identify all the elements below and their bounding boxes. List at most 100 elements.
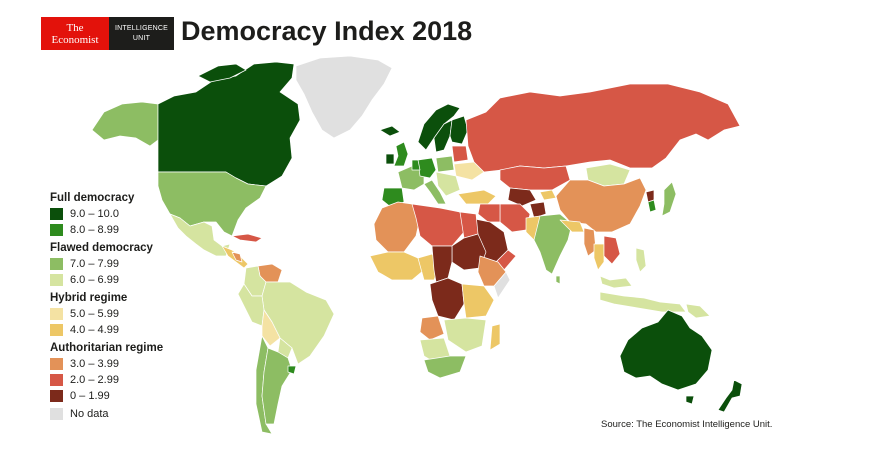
afghanistan <box>529 201 547 219</box>
legend-item: 8.0 – 8.99 <box>50 222 210 238</box>
legend-swatch <box>50 208 63 220</box>
indochina <box>603 235 621 265</box>
mexico <box>169 213 231 257</box>
legend-group-hybrid-regime: Hybrid regime 5.0 – 5.99 4.0 – 4.99 <box>50 292 210 338</box>
benelux <box>411 159 421 171</box>
logo-line-2: Economist <box>51 33 99 46</box>
canada-islands <box>197 63 247 83</box>
myanmar <box>583 227 597 257</box>
zambia-mozambique <box>443 317 487 353</box>
algeria-libya <box>411 203 465 247</box>
ireland <box>385 153 395 165</box>
legend-group-authoritarian-regime: Authoritarian regime 3.0 – 3.99 2.0 – 2.… <box>50 342 210 404</box>
nicaragua <box>231 251 243 263</box>
legend-item: 6.0 – 6.99 <box>50 272 210 288</box>
legend-label: 0 – 1.99 <box>70 390 110 402</box>
legend-item: 2.0 – 2.99 <box>50 372 210 388</box>
bolivia <box>261 309 281 347</box>
legend-label: 3.0 – 3.99 <box>70 358 119 370</box>
legend-group-flawed-democracy: Flawed democracy 7.0 – 7.99 6.0 – 6.99 <box>50 242 210 288</box>
somalia <box>493 271 511 299</box>
central-asia-south <box>507 187 537 207</box>
legend-swatch <box>50 274 63 286</box>
canada <box>157 61 301 187</box>
baltics-belarus <box>451 145 469 163</box>
legend-group-title: Authoritarian regime <box>50 342 164 354</box>
legend-swatch <box>50 358 63 370</box>
legend-label: 4.0 – 4.99 <box>70 324 119 336</box>
drc-congo <box>429 277 465 321</box>
finland <box>449 115 469 145</box>
new-zealand <box>717 379 743 413</box>
legend-swatch <box>50 224 63 236</box>
chad-car <box>431 245 453 283</box>
legend-label: 2.0 – 2.99 <box>70 374 119 386</box>
legend-label: 7.0 – 7.99 <box>70 258 119 270</box>
legend-label: 8.0 – 8.99 <box>70 224 119 236</box>
philippines <box>635 247 647 273</box>
legend-group-full-democracy: Full democracy 9.0 – 10.0 8.0 – 8.99 <box>50 192 210 238</box>
legend-label: 5.0 – 5.99 <box>70 308 119 320</box>
italy <box>423 179 447 205</box>
germany <box>417 157 437 179</box>
alaska <box>91 101 159 147</box>
australia <box>619 309 713 391</box>
legend-swatch <box>50 324 63 336</box>
legend-group-title: Hybrid regime <box>50 292 128 304</box>
east-africa <box>461 283 495 319</box>
south-korea <box>647 199 657 213</box>
argentina <box>261 347 293 425</box>
legend-swatch <box>50 390 63 402</box>
north-africa-west <box>373 201 421 253</box>
iran <box>499 203 531 233</box>
balkans <box>435 171 461 197</box>
economist-logo: The Economist <box>41 17 109 50</box>
source-note: Source: The Economist Intelligence Unit. <box>601 419 773 430</box>
india <box>533 213 573 275</box>
legend-item: 4.0 – 4.99 <box>50 322 210 338</box>
ukraine <box>453 161 485 181</box>
iceland <box>379 125 401 137</box>
intelligence-unit-logo: INTELLIGENCE UNIT <box>109 17 174 50</box>
legend-swatch <box>50 408 63 420</box>
angola <box>419 315 445 341</box>
poland <box>435 155 455 173</box>
legend-item-no-data: No data <box>50 406 210 422</box>
malaysia <box>599 275 633 289</box>
legend-label: 6.0 – 6.99 <box>70 274 119 286</box>
kyrgyzstan <box>539 189 557 201</box>
papua-new-guinea <box>685 303 711 319</box>
logo-unit-line-1: INTELLIGENCE <box>115 24 168 32</box>
economist-eiu-logo: The Economist INTELLIGENCE UNIT <box>41 17 174 50</box>
legend: Full democracy 9.0 – 10.0 8.0 – 8.99 Fla… <box>50 188 210 422</box>
greenland <box>295 55 393 139</box>
uk <box>393 141 409 167</box>
logo-line-1: The <box>66 21 84 34</box>
egypt <box>459 211 479 239</box>
turkey <box>457 189 497 205</box>
uruguay <box>287 365 297 375</box>
usa <box>157 171 267 237</box>
legend-item: 3.0 – 3.99 <box>50 356 210 372</box>
kazakhstan <box>499 165 571 191</box>
west-africa <box>369 251 425 281</box>
nepal-bangladesh <box>559 219 585 233</box>
madagascar <box>489 323 501 351</box>
russia <box>465 83 741 173</box>
legend-item: 9.0 – 10.0 <box>50 206 210 222</box>
legend-label: 9.0 – 10.0 <box>70 208 119 220</box>
tasmania <box>685 395 695 405</box>
legend-item: 0 – 1.99 <box>50 388 210 404</box>
thailand <box>593 243 605 271</box>
cuba <box>231 233 263 243</box>
legend-group-title: Flawed democracy <box>50 242 153 254</box>
norway <box>417 103 461 151</box>
south-africa <box>423 355 467 379</box>
legend-item: 5.0 – 5.99 <box>50 306 210 322</box>
iraq-syria <box>477 203 501 223</box>
sri-lanka <box>555 275 561 285</box>
indonesia <box>599 291 687 313</box>
map-title: Democracy Index 2018 <box>181 16 473 46</box>
japan <box>661 181 677 217</box>
